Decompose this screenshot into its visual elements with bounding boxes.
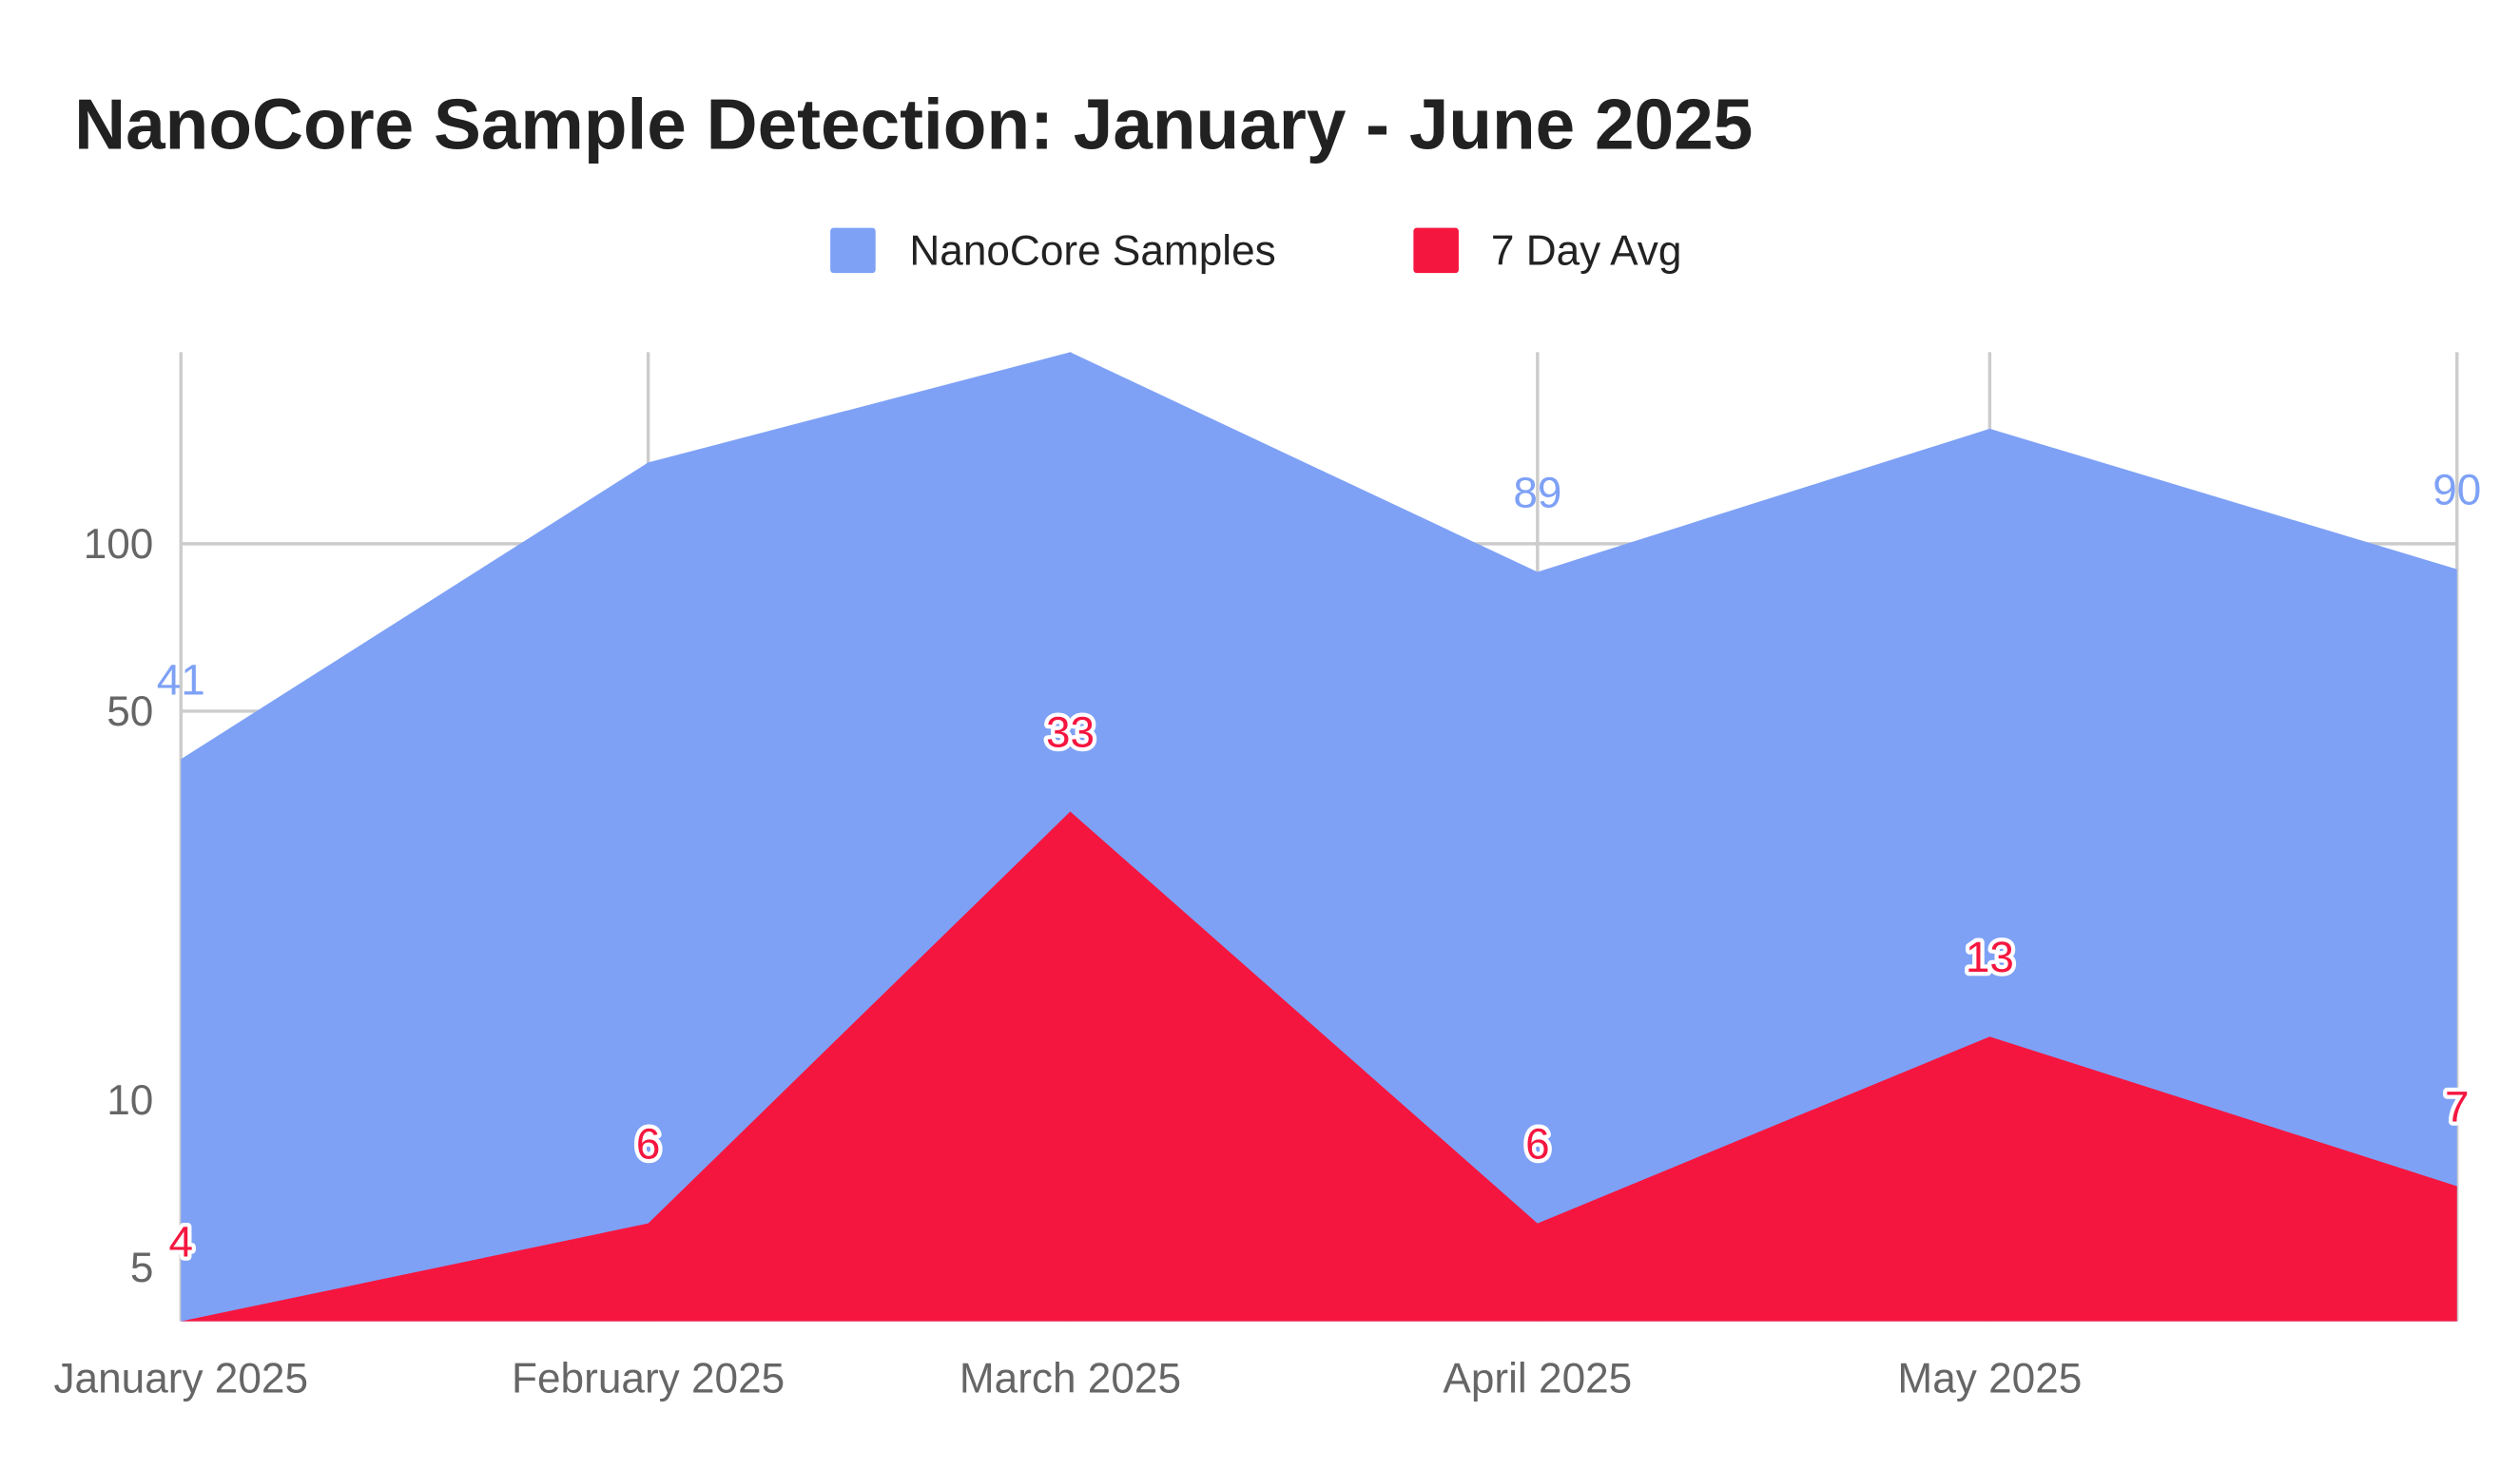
y-tick-label: 5 <box>130 1245 154 1291</box>
y-tick-label: 50 <box>107 688 153 735</box>
data-label: 41 <box>157 654 205 704</box>
data-label: 33 <box>1046 707 1095 757</box>
axes: 5 10 50 100 January 2025 February 2025 March 2… <box>53 521 2082 1402</box>
chart-title: NanoCore Sample Detection: January - Jun… <box>74 84 1753 164</box>
x-tick-label: February 2025 <box>512 1355 785 1402</box>
x-tick-label: April 2025 <box>1443 1355 1632 1402</box>
data-label: 4 <box>168 1217 193 1267</box>
x-tick-label: March 2025 <box>960 1355 1181 1402</box>
data-label: 6 <box>636 1119 661 1169</box>
data-label: 90 <box>2433 465 2481 514</box>
x-tick-label: January 2025 <box>53 1355 308 1402</box>
x-tick-label: May 2025 <box>1897 1355 2082 1402</box>
legend-label-7-day-avg: 7 Day Avg <box>1491 228 1681 275</box>
legend-label-nanocore-samples: NanoCore Samples <box>909 228 1275 275</box>
area-7-day-avg <box>181 811 2457 1322</box>
data-label: 6 <box>1525 1119 1550 1169</box>
y-tick-label: 10 <box>107 1077 153 1124</box>
y-tick-label: 100 <box>84 521 154 568</box>
data-labels: 41 89 90 4 6 33 6 13 7 <box>157 465 2482 1270</box>
legend: NanoCore Samples 7 Day Avg <box>830 227 1681 275</box>
data-label: 13 <box>1966 932 2014 981</box>
data-label: 89 <box>1513 468 1561 517</box>
legend-swatch-7-day-avg <box>1413 227 1459 274</box>
data-label: 7 <box>2445 1082 2470 1132</box>
series-areas <box>181 352 2457 1322</box>
legend-swatch-nanocore-samples <box>830 227 876 274</box>
